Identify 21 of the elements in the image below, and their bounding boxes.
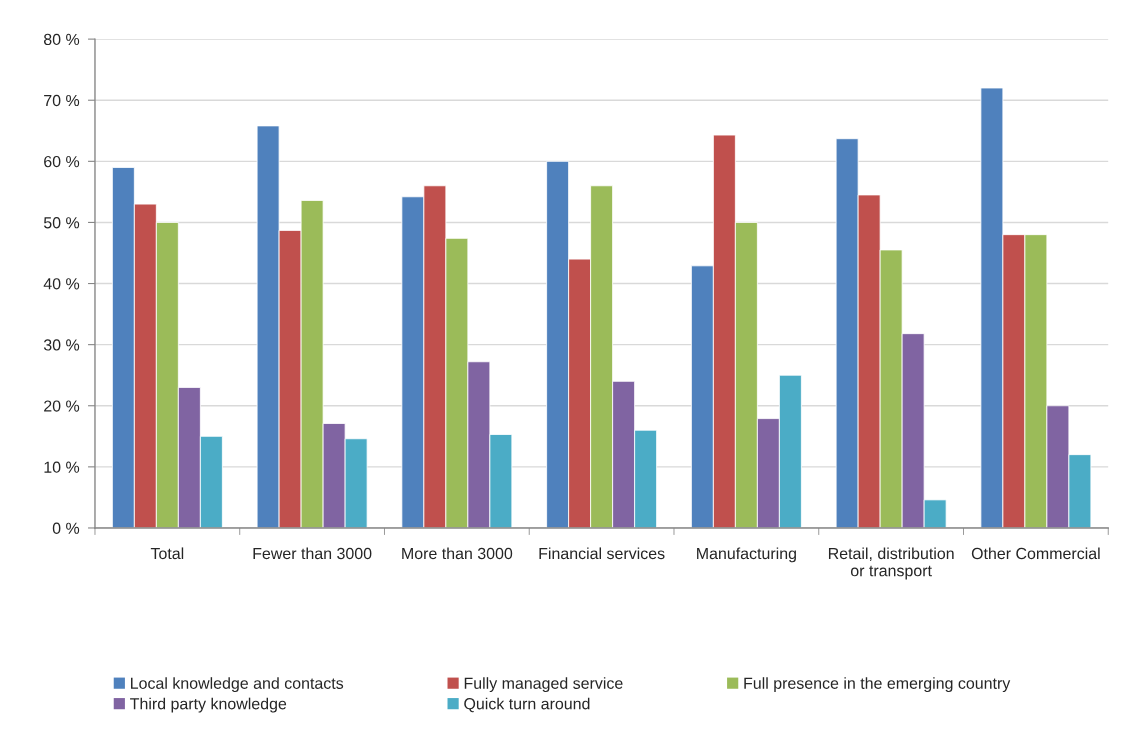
y-tick-label: 80 % (43, 33, 80, 46)
y-tick-label: 0 % (52, 522, 80, 534)
y-tick-label: 40 % (43, 278, 80, 290)
y-tick-label: 70 % (44, 94, 80, 107)
y-tick-label: 10 % (44, 461, 80, 473)
legend-label: Quick turn around (464, 697, 590, 713)
x-tick-label: Other Commercial (971, 547, 1100, 560)
legend-label: Fully managed service (464, 677, 623, 693)
legend-label: Third party knowledge (130, 697, 287, 713)
x-tick-label: Total (150, 547, 184, 560)
y-tick-label: 20 % (44, 400, 80, 412)
y-tick-label: 60 % (44, 155, 80, 168)
x-tick-label: Fewer than 3000 (253, 547, 372, 560)
y-tick-label: 50 % (43, 217, 80, 229)
legend-label: Full presence in the emerging country (744, 677, 1011, 693)
x-tick-label: More than 3000 (402, 547, 513, 560)
x-tick-label: Financial services (539, 547, 665, 560)
y-tick-label: 30 % (43, 339, 80, 351)
x-tick-label: Manufacturing (697, 547, 796, 563)
x-tick-label: Retail, distribution or transport (828, 547, 954, 580)
legend-label: Local knowledge and contacts (131, 677, 344, 693)
